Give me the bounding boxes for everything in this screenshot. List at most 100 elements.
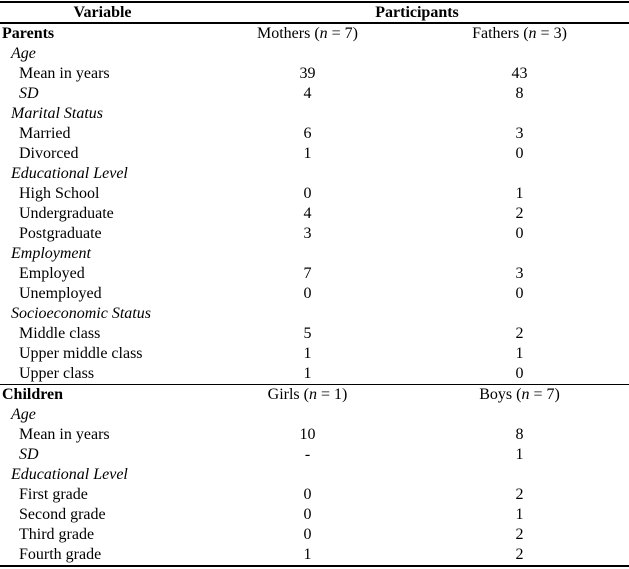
n-symbol: n	[528, 25, 537, 42]
value-cell-a	[205, 104, 410, 124]
table-row: Undergraduate 4 2	[0, 204, 629, 224]
value-cell-a	[205, 244, 410, 264]
variable-cell: Postgraduate	[19, 225, 102, 242]
value-cell-b	[410, 164, 629, 184]
variable-cell: Employed	[19, 265, 85, 282]
value-cell-a: 4	[303, 85, 312, 102]
value-cell-a	[205, 44, 410, 64]
value-cell-b: 0	[515, 365, 524, 382]
group-subcolumn-b-header: Fathers (n = 3)	[410, 23, 629, 44]
variable-cell: High School	[19, 185, 100, 202]
value-cell-a: 3	[303, 225, 312, 242]
table-row: Marital Status	[0, 104, 629, 124]
value-cell-b: 2	[515, 546, 524, 563]
variable-cell: Fourth grade	[19, 546, 102, 563]
group-label-prefix: Fathers (	[472, 25, 529, 42]
table-row: Mean in years 39 43	[0, 64, 629, 84]
variable-cell: Married	[19, 125, 71, 142]
value-cell-b: 0	[515, 285, 524, 302]
table-body: Parents Mothers (n = 7) Fathers (n = 3) …	[0, 23, 629, 566]
table-row: Age	[0, 44, 629, 64]
participants-column-header: Participants	[375, 4, 459, 21]
table-row: Middle class 5 2	[0, 324, 629, 344]
table-row: Mean in years 10 8	[0, 425, 629, 445]
value-cell-b: 0	[515, 225, 524, 242]
value-cell-b	[410, 44, 629, 64]
table-header-row: Variable Participants	[0, 2, 629, 23]
table-row: Upper middle class 1 1	[0, 344, 629, 364]
variable-cell: Third grade	[19, 526, 95, 543]
table-row: Second grade 0 1	[0, 505, 629, 525]
group-header-row: Parents Mothers (n = 7) Fathers (n = 3)	[0, 23, 629, 44]
value-cell-b	[410, 405, 629, 425]
variable-cell: First grade	[19, 486, 88, 503]
table-row: Unemployed 0 0	[0, 284, 629, 304]
variable-cell: Age	[11, 45, 36, 62]
value-cell-b: 43	[511, 65, 528, 82]
value-cell-a	[205, 405, 410, 425]
value-cell-a: 10	[299, 426, 316, 443]
value-cell-a: 4	[303, 205, 312, 222]
table-row: Third grade 0 2	[0, 525, 629, 545]
variable-cell: SD	[19, 446, 39, 463]
value-cell-b: 1	[515, 446, 524, 463]
variable-cell: Upper class	[19, 365, 95, 382]
group-subcolumn-a-header: Mothers (n = 7)	[205, 23, 410, 44]
table-row: Socioeconomic Status	[0, 304, 629, 324]
value-cell-a: 1	[303, 546, 312, 563]
variable-cell: SD	[19, 85, 39, 102]
variable-cell: Mean in years	[19, 65, 110, 82]
value-cell-a: 1	[303, 365, 312, 382]
group-header-row: Children Girls (n = 1) Boys (n = 7)	[0, 384, 629, 406]
group-name-cell: Parents	[0, 23, 205, 44]
value-cell-a: 39	[299, 65, 316, 82]
value-cell-b: 2	[515, 486, 524, 503]
group-label-suffix: = 7)	[529, 386, 560, 403]
value-cell-b: 3	[515, 265, 524, 282]
group-label-suffix: = 7)	[327, 25, 358, 42]
value-cell-a: 0	[303, 526, 312, 543]
variable-cell: Educational Level	[11, 466, 128, 483]
n-symbol: n	[521, 386, 530, 403]
group-label-suffix: = 1)	[316, 386, 348, 403]
value-cell-a: 5	[303, 325, 312, 342]
value-cell-b: 2	[515, 526, 524, 543]
value-cell-a: 1	[303, 145, 312, 162]
value-cell-a: 1	[303, 345, 312, 362]
n-symbol: n	[308, 386, 317, 403]
value-cell-a	[205, 304, 410, 324]
table-row: High School 0 1	[0, 184, 629, 204]
group-label-prefix: Boys (	[479, 386, 522, 403]
variable-cell: Socioeconomic Status	[11, 305, 151, 322]
group-subcolumn-b-header: Boys (n = 7)	[410, 385, 629, 406]
value-cell-b	[410, 104, 629, 124]
table-row: Employed 7 3	[0, 264, 629, 284]
group-label-suffix: = 3)	[536, 25, 567, 42]
value-cell-b: 2	[515, 325, 524, 342]
value-cell-a: -	[304, 446, 311, 463]
table-row: SD 4 8	[0, 84, 629, 104]
variable-cell: Mean in years	[19, 426, 110, 443]
value-cell-b: 1	[515, 506, 524, 523]
variable-cell: Employment	[11, 245, 91, 262]
variable-cell: Upper middle class	[19, 345, 143, 362]
table-row: Educational Level	[0, 465, 629, 485]
table-row: Married 6 3	[0, 124, 629, 144]
table-row: Age	[0, 405, 629, 425]
variable-cell: Undergraduate	[19, 205, 114, 222]
value-cell-a: 7	[303, 265, 312, 282]
variable-cell: Marital Status	[11, 105, 104, 122]
table-row: Divorced 1 0	[0, 144, 629, 164]
group-subcolumn-a-header: Girls (n = 1)	[205, 385, 410, 406]
value-cell-b: 8	[515, 85, 524, 102]
n-symbol: n	[319, 25, 328, 42]
value-cell-b	[410, 465, 629, 485]
variable-cell: Unemployed	[19, 285, 102, 302]
group-label-prefix: Mothers (	[256, 25, 320, 42]
group-name-cell: Children	[0, 385, 205, 406]
table-row: Employment	[0, 244, 629, 264]
value-cell-b: 2	[515, 205, 524, 222]
value-cell-a: 0	[303, 185, 312, 202]
group-name: Children	[2, 386, 64, 403]
